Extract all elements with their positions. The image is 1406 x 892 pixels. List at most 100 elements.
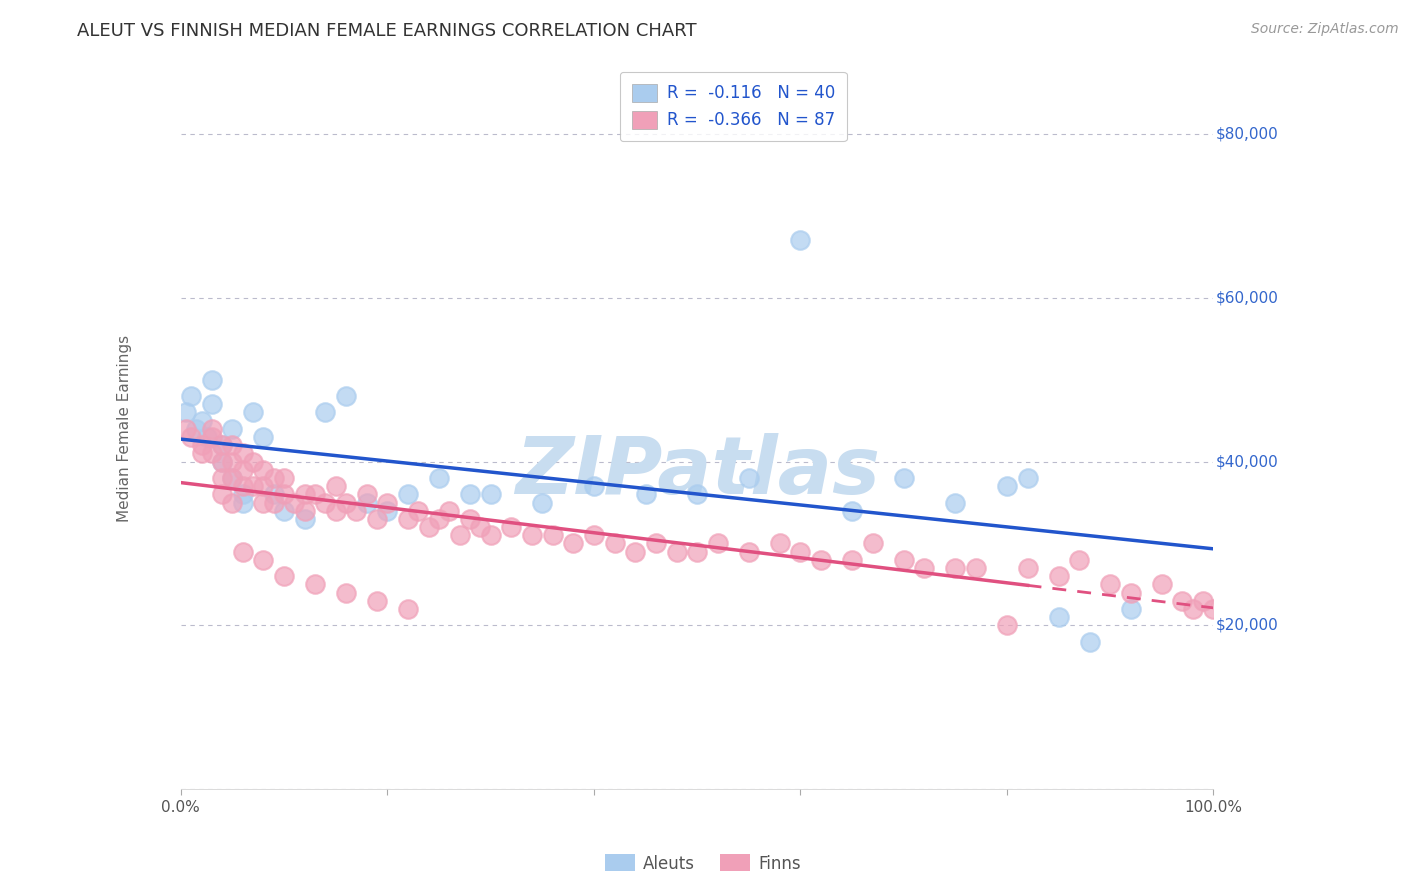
Point bbox=[325, 504, 347, 518]
Point bbox=[221, 495, 243, 509]
Point bbox=[686, 544, 709, 558]
Point bbox=[377, 504, 399, 518]
Point bbox=[221, 454, 243, 468]
Point bbox=[1150, 577, 1173, 591]
Point bbox=[427, 512, 450, 526]
Point bbox=[232, 487, 254, 501]
Point bbox=[294, 512, 316, 526]
Point bbox=[686, 487, 709, 501]
Point bbox=[1181, 602, 1204, 616]
Text: $60,000: $60,000 bbox=[1216, 290, 1278, 305]
Point bbox=[841, 553, 863, 567]
Point bbox=[541, 528, 564, 542]
Point bbox=[242, 479, 264, 493]
Point bbox=[396, 602, 419, 616]
Point bbox=[252, 479, 274, 493]
Text: ZIPatlas: ZIPatlas bbox=[515, 434, 880, 511]
Text: Median Female Earnings: Median Female Earnings bbox=[117, 335, 132, 523]
Point bbox=[1047, 569, 1070, 583]
Point bbox=[335, 585, 357, 599]
Point bbox=[862, 536, 884, 550]
Point bbox=[943, 495, 966, 509]
Point bbox=[356, 487, 378, 501]
Point bbox=[738, 471, 761, 485]
Point bbox=[201, 373, 224, 387]
Point bbox=[252, 495, 274, 509]
Point bbox=[520, 528, 543, 542]
Point bbox=[273, 504, 295, 518]
Point bbox=[396, 487, 419, 501]
Point bbox=[242, 405, 264, 419]
Point bbox=[1202, 602, 1225, 616]
Point bbox=[232, 479, 254, 493]
Point bbox=[335, 389, 357, 403]
Point bbox=[769, 536, 792, 550]
Point bbox=[273, 569, 295, 583]
Point bbox=[439, 504, 461, 518]
Point bbox=[211, 438, 233, 452]
Point bbox=[211, 454, 233, 468]
Point bbox=[624, 544, 647, 558]
Point bbox=[912, 561, 935, 575]
Point bbox=[1069, 553, 1091, 567]
Point bbox=[232, 446, 254, 460]
Point bbox=[427, 471, 450, 485]
Point bbox=[294, 487, 316, 501]
Point bbox=[789, 544, 811, 558]
Point bbox=[335, 495, 357, 509]
Point bbox=[314, 405, 336, 419]
Point bbox=[263, 471, 285, 485]
Point bbox=[644, 536, 666, 550]
Point bbox=[356, 495, 378, 509]
Point bbox=[418, 520, 440, 534]
Point bbox=[408, 504, 430, 518]
Point bbox=[211, 438, 233, 452]
Text: ALEUT VS FINNISH MEDIAN FEMALE EARNINGS CORRELATION CHART: ALEUT VS FINNISH MEDIAN FEMALE EARNINGS … bbox=[77, 22, 697, 40]
Point bbox=[603, 536, 626, 550]
Point bbox=[1119, 602, 1142, 616]
Point bbox=[810, 553, 832, 567]
Point bbox=[479, 528, 502, 542]
Point bbox=[252, 430, 274, 444]
Point bbox=[470, 520, 492, 534]
Point bbox=[314, 495, 336, 509]
Point bbox=[396, 512, 419, 526]
Point bbox=[1047, 610, 1070, 624]
Point bbox=[201, 430, 224, 444]
Point bbox=[304, 487, 326, 501]
Legend: R =  -0.116   N = 40, R =  -0.366   N = 87: R = -0.116 N = 40, R = -0.366 N = 87 bbox=[620, 72, 846, 141]
Point bbox=[893, 471, 915, 485]
Point bbox=[1017, 561, 1039, 575]
Point bbox=[344, 504, 367, 518]
Point bbox=[190, 446, 212, 460]
Point bbox=[221, 471, 243, 485]
Point bbox=[252, 463, 274, 477]
Point bbox=[1119, 585, 1142, 599]
Point bbox=[180, 430, 202, 444]
Point bbox=[738, 544, 761, 558]
Text: $20,000: $20,000 bbox=[1216, 618, 1278, 632]
Point bbox=[190, 438, 212, 452]
Point bbox=[221, 438, 243, 452]
Text: $80,000: $80,000 bbox=[1216, 127, 1278, 142]
Point bbox=[366, 594, 388, 608]
Point bbox=[665, 544, 688, 558]
Point bbox=[263, 495, 285, 509]
Point bbox=[221, 471, 243, 485]
Point bbox=[377, 495, 399, 509]
Point bbox=[995, 618, 1018, 632]
Text: Source: ZipAtlas.com: Source: ZipAtlas.com bbox=[1251, 22, 1399, 37]
Point bbox=[1017, 471, 1039, 485]
Point bbox=[273, 471, 295, 485]
Point bbox=[211, 454, 233, 468]
Point bbox=[211, 487, 233, 501]
Point bbox=[943, 561, 966, 575]
Point bbox=[789, 234, 811, 248]
Point bbox=[221, 422, 243, 436]
Point bbox=[263, 487, 285, 501]
Point bbox=[190, 414, 212, 428]
Point bbox=[707, 536, 730, 550]
Point bbox=[273, 487, 295, 501]
Point bbox=[294, 504, 316, 518]
Point bbox=[325, 479, 347, 493]
